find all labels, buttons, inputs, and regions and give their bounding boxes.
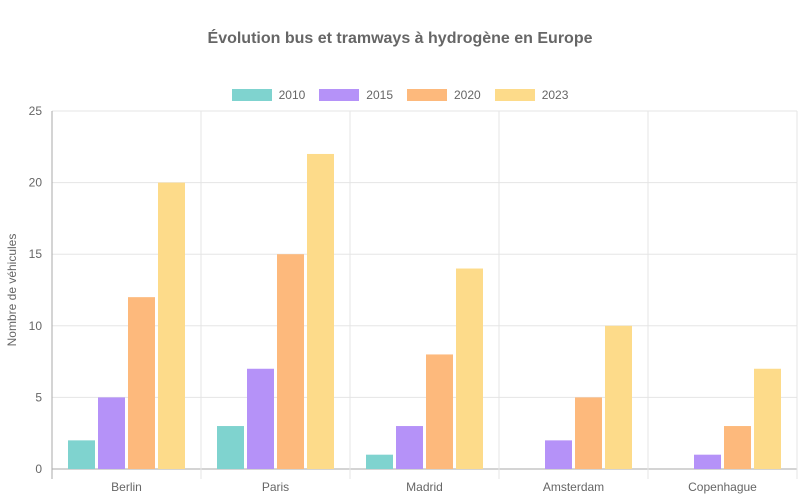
bar-2010[interactable] — [366, 454, 393, 469]
bar-2023[interactable] — [754, 368, 781, 469]
chart-title: Évolution bus et tramways à hydrogène en… — [207, 30, 593, 47]
legend-label: 2010 — [278, 88, 306, 102]
legend-swatch — [494, 89, 535, 101]
bar-2010[interactable] — [217, 426, 244, 469]
bar-2010[interactable] — [68, 440, 95, 469]
x-tick-label: Madrid — [406, 480, 443, 494]
legend-item-2023[interactable]: 2023 — [494, 88, 569, 102]
y-tick-label: 0 — [35, 462, 42, 476]
bar-2020[interactable] — [426, 354, 453, 469]
bar-2023[interactable] — [158, 182, 185, 469]
y-tick-label: 15 — [29, 247, 43, 261]
bar-2023[interactable] — [456, 268, 483, 469]
y-tick-label: 5 — [35, 390, 42, 404]
bar-2023[interactable] — [605, 325, 632, 469]
y-tick-label: 10 — [29, 319, 43, 333]
legend-label: 2015 — [366, 88, 393, 102]
bar-2020[interactable] — [128, 297, 155, 469]
bar-group-Copenhague — [694, 368, 781, 469]
bar-2015[interactable] — [98, 397, 125, 469]
bar-2020[interactable] — [277, 254, 304, 469]
legend-swatch — [319, 89, 360, 101]
bar-2020[interactable] — [575, 397, 602, 469]
chart-legend: 2010 2015 2020 2023 — [0, 88, 800, 102]
bar-2015[interactable] — [247, 368, 274, 469]
legend-item-2015[interactable]: 2015 — [319, 88, 393, 102]
legend-label: 2020 — [454, 88, 481, 102]
bar-group-Berlin — [68, 182, 185, 469]
y-tick-label: 25 — [29, 104, 43, 118]
bar-2023[interactable] — [307, 153, 334, 469]
bar-2015[interactable] — [694, 454, 721, 469]
legend-swatch — [231, 89, 272, 101]
bar-group-Amsterdam — [545, 325, 632, 469]
x-tick-label: Copenhague — [688, 480, 757, 494]
x-tick-label: Berlin — [111, 480, 142, 494]
bar-2015[interactable] — [545, 440, 572, 469]
bar-group-Paris — [217, 153, 334, 469]
legend-item-2020[interactable]: 2020 — [407, 88, 481, 102]
bar-2015[interactable] — [396, 426, 423, 469]
legend-item-2010[interactable]: 2010 — [231, 88, 306, 102]
legend-label: 2023 — [541, 88, 569, 102]
x-tick-label: Amsterdam — [543, 480, 604, 494]
bar-group-Madrid — [366, 268, 483, 469]
bar-2020[interactable] — [724, 426, 751, 469]
legend-swatch — [407, 89, 447, 101]
x-tick-label: Paris — [262, 480, 289, 494]
y-tick-label: 20 — [29, 176, 43, 190]
